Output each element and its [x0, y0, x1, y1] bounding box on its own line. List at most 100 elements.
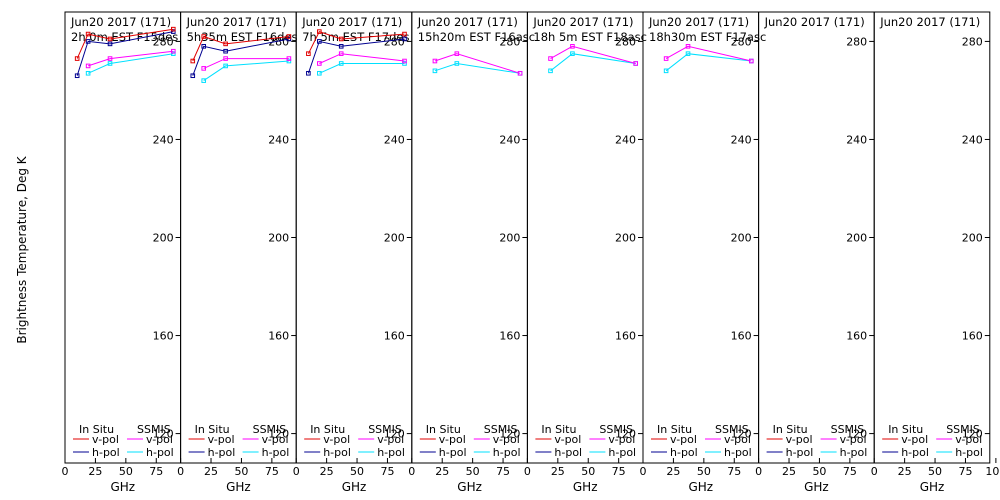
panel-title: Jun20 2017 (171) — [532, 15, 633, 29]
x-tick-label: 50 — [697, 465, 711, 478]
y-tick-label: 160 — [384, 330, 405, 343]
series-line-ssmis-h — [550, 53, 636, 72]
legend-in-situ-heading: In Situ — [888, 423, 923, 436]
panel-subtitle: 18h 5m EST F18asc — [533, 30, 647, 44]
data-point-ssmis-h — [85, 70, 91, 76]
y-tick-label: 280 — [384, 35, 405, 48]
x-tick-label: 50 — [581, 465, 595, 478]
x-tick-label: 50 — [928, 465, 942, 478]
panel-title: Jun20 2017 (171) — [186, 15, 287, 29]
series-line-ssmis-h — [87, 53, 174, 74]
y-tick-label: 120 — [962, 428, 983, 441]
x-axis-label: GHz — [110, 480, 135, 494]
x-tick-label: 0 — [293, 465, 300, 478]
data-point-insitu-h — [74, 73, 80, 79]
series-line-insitu-h — [192, 38, 289, 76]
legend-in-situ-v-pol-label: v-pol — [554, 433, 581, 446]
series-line-insitu-h — [307, 38, 405, 74]
data-point-ssmis-h — [170, 51, 176, 56]
data-point-ssmis-h — [663, 68, 669, 74]
x-tick-label: 25 — [898, 465, 912, 478]
legend-ssmis-h-pol-label: h-pol — [493, 446, 521, 459]
data-point-insitu-h — [338, 44, 344, 49]
x-tick-label: 75 — [958, 465, 972, 478]
y-tick-label: 160 — [962, 330, 983, 343]
y-tick-label: 160 — [499, 330, 520, 343]
series-line-ssmis-v — [434, 53, 521, 74]
data-point-insitu-h — [317, 39, 322, 44]
data-point-insitu-v — [107, 36, 113, 42]
data-point-ssmis-v — [663, 56, 669, 61]
legend-in-situ-h-pol-label: h-pol — [323, 446, 351, 459]
data-point-insitu-v — [85, 31, 91, 37]
y-tick-label: 120 — [731, 428, 752, 441]
y-tick-label: 120 — [499, 428, 520, 441]
y-tick-label: 280 — [846, 35, 867, 48]
legend-ssmis-h-pol-label: h-pol — [840, 446, 868, 459]
series-line-insitu-v — [76, 28, 174, 59]
legend-ssmis-heading: SSMIS — [715, 423, 749, 436]
data-point-ssmis-v — [223, 56, 228, 61]
y-tick-label: 160 — [846, 330, 867, 343]
data-point-insitu-v — [306, 51, 311, 56]
y-tick-label: 160 — [731, 330, 752, 343]
x-tick-label: 50 — [466, 465, 480, 478]
y-tick-label: 240 — [268, 133, 289, 146]
series-line-ssmis-v — [550, 45, 636, 64]
y-tick-label: 200 — [153, 232, 174, 245]
legend-ssmis-v-pol-label: v-pol — [146, 433, 173, 446]
panel-subtitle: 7h 5m EST F17des — [302, 30, 409, 44]
data-point-ssmis-v — [201, 66, 207, 71]
legend-in-situ-v-pol-label: v-pol — [323, 433, 350, 446]
x-tick-label: 0 — [871, 465, 878, 478]
data-point-ssmis-v — [748, 58, 754, 64]
data-point-ssmis-h — [402, 61, 407, 66]
data-point-insitu-h — [85, 39, 91, 44]
panel-1: Jun20 2017 (171)2h 0m EST F15des12016020… — [62, 11, 182, 494]
y-tick-label: 160 — [615, 330, 636, 343]
series-line-ssmis-h — [434, 62, 521, 74]
y-tick-label: 240 — [384, 133, 405, 146]
data-point-ssmis-v — [170, 48, 176, 54]
data-point-ssmis-v — [85, 63, 91, 69]
series-line-ssmis-h — [203, 60, 289, 82]
legend-in-situ-heading: In Situ — [310, 423, 345, 436]
x-tick-label: 75 — [612, 465, 626, 478]
data-point-insitu-v — [74, 56, 80, 61]
panel-6: Jun20 2017 (171)18h30m EST F17asc 120 160 2… — [640, 11, 766, 494]
y-tick-label: 280 — [153, 35, 174, 48]
x-axis-label: GHz — [688, 480, 713, 494]
legend-in-situ-v-pol-label: v-pol — [439, 433, 466, 446]
panel-subtitle: 18h30m EST F17asc — [649, 30, 766, 44]
legend-in-situ-h-pol-label: h-pol — [208, 446, 236, 459]
data-point-insitu-h — [190, 73, 196, 79]
legend-in-situ-v-pol-label: v-pol — [208, 433, 235, 446]
panel-4: Jun20 2017 (171)15h20m EST F16asc 120 160 2… — [408, 11, 535, 494]
x-axis-label: GHz — [226, 480, 251, 494]
x-tick-label: 0 — [62, 465, 69, 478]
y-tick-label: 240 — [962, 133, 983, 146]
y-tick-label: 240 — [846, 133, 867, 146]
y-tick-label: 160 — [268, 330, 289, 343]
legend-ssmis-h-pol-label: h-pol — [377, 446, 405, 459]
x-axis-label: GHz — [804, 480, 829, 494]
data-point-ssmis-v — [454, 51, 460, 56]
data-point-ssmis-v — [317, 61, 322, 66]
y-tick-label: 120 — [384, 428, 405, 441]
legend-ssmis-h-pol-label: h-pol — [262, 446, 290, 459]
x-tick-label: 0 — [524, 465, 531, 478]
data-point-insitu-v — [402, 31, 407, 37]
x-tick-label: 75 — [727, 465, 741, 478]
y-tick-label: 120 — [268, 428, 289, 441]
y-tick-label: 200 — [962, 232, 983, 245]
data-point-insitu-h — [170, 29, 176, 34]
data-point-ssmis-h — [454, 61, 460, 66]
legend-in-situ-heading: In Situ — [426, 423, 461, 436]
series-line-insitu-h — [76, 31, 174, 76]
y-tick-label: 200 — [384, 232, 405, 245]
x-tick-label: 25 — [320, 465, 334, 478]
y-tick-label: 200 — [846, 232, 867, 245]
series-line-ssmis-v — [87, 50, 174, 67]
data-point-ssmis-h — [201, 78, 207, 83]
panel-title: Jun20 2017 (171) — [879, 15, 980, 29]
